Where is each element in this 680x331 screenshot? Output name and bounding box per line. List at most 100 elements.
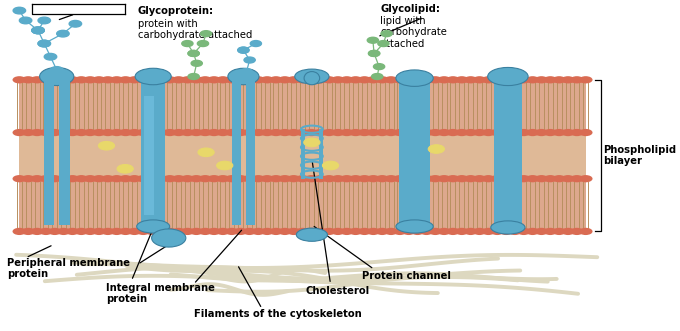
Ellipse shape: [296, 228, 328, 241]
Circle shape: [56, 76, 71, 83]
Circle shape: [367, 228, 380, 235]
Circle shape: [99, 141, 115, 150]
Circle shape: [305, 129, 318, 136]
Ellipse shape: [488, 68, 528, 86]
Circle shape: [199, 129, 212, 136]
Circle shape: [393, 76, 407, 83]
Circle shape: [322, 129, 336, 136]
Bar: [144, 96, 154, 215]
Circle shape: [217, 161, 233, 170]
Circle shape: [375, 76, 389, 83]
Circle shape: [526, 129, 539, 136]
Circle shape: [437, 228, 451, 235]
Circle shape: [428, 145, 445, 153]
Circle shape: [201, 31, 211, 37]
Circle shape: [243, 228, 256, 235]
Circle shape: [190, 228, 203, 235]
Circle shape: [402, 175, 415, 182]
Circle shape: [50, 67, 63, 73]
Circle shape: [446, 175, 460, 182]
Circle shape: [92, 228, 106, 235]
Ellipse shape: [39, 68, 74, 86]
Circle shape: [56, 129, 71, 136]
Circle shape: [508, 228, 522, 235]
Circle shape: [402, 76, 415, 83]
Circle shape: [313, 175, 327, 182]
Circle shape: [101, 76, 115, 83]
Circle shape: [172, 129, 186, 136]
Circle shape: [128, 76, 141, 83]
Circle shape: [38, 17, 50, 24]
Circle shape: [234, 129, 248, 136]
Circle shape: [534, 228, 548, 235]
Circle shape: [499, 129, 513, 136]
Circle shape: [304, 138, 320, 147]
Circle shape: [543, 76, 557, 83]
Circle shape: [340, 129, 354, 136]
Circle shape: [287, 129, 301, 136]
Circle shape: [384, 76, 398, 83]
Circle shape: [446, 76, 460, 83]
Circle shape: [243, 175, 256, 182]
Ellipse shape: [135, 68, 171, 85]
Circle shape: [455, 129, 469, 136]
Circle shape: [172, 175, 186, 182]
Circle shape: [39, 228, 53, 235]
Circle shape: [296, 129, 309, 136]
Circle shape: [199, 228, 212, 235]
Circle shape: [446, 129, 460, 136]
Circle shape: [481, 228, 495, 235]
Ellipse shape: [304, 71, 320, 85]
Circle shape: [322, 228, 336, 235]
Circle shape: [190, 76, 203, 83]
Circle shape: [207, 76, 221, 83]
Circle shape: [371, 73, 383, 79]
Circle shape: [30, 228, 44, 235]
Circle shape: [517, 228, 530, 235]
Circle shape: [252, 175, 265, 182]
Ellipse shape: [228, 68, 259, 85]
Circle shape: [110, 76, 124, 83]
Circle shape: [39, 175, 53, 182]
Circle shape: [305, 76, 318, 83]
Circle shape: [570, 228, 583, 235]
Circle shape: [446, 228, 460, 235]
Circle shape: [19, 17, 32, 24]
Circle shape: [473, 228, 486, 235]
Bar: [19, 132, 585, 179]
Bar: [19, 179, 585, 231]
Circle shape: [207, 228, 221, 235]
Circle shape: [154, 228, 168, 235]
Circle shape: [534, 76, 548, 83]
Bar: [19, 132, 585, 231]
Circle shape: [243, 129, 256, 136]
Bar: [141, 76, 165, 228]
Circle shape: [32, 27, 44, 34]
Circle shape: [65, 175, 80, 182]
Circle shape: [260, 76, 274, 83]
Circle shape: [508, 76, 522, 83]
Circle shape: [384, 129, 398, 136]
Circle shape: [369, 50, 379, 56]
Circle shape: [84, 129, 97, 136]
Circle shape: [420, 228, 433, 235]
Circle shape: [207, 175, 221, 182]
Bar: [319, 129, 323, 179]
Circle shape: [154, 76, 168, 83]
Circle shape: [367, 129, 380, 136]
Circle shape: [137, 228, 150, 235]
Circle shape: [101, 228, 115, 235]
Circle shape: [367, 175, 380, 182]
Circle shape: [32, 27, 44, 34]
Circle shape: [260, 129, 274, 136]
Circle shape: [278, 228, 292, 235]
Text: lipid with
carbohydrate
attached: lipid with carbohydrate attached: [380, 16, 447, 49]
Circle shape: [92, 76, 106, 83]
Circle shape: [322, 175, 336, 182]
Circle shape: [579, 228, 592, 235]
Circle shape: [499, 175, 513, 182]
Circle shape: [244, 57, 255, 63]
Circle shape: [75, 129, 88, 136]
Text: Glycolipid:: Glycolipid:: [380, 4, 441, 14]
Circle shape: [190, 175, 203, 182]
